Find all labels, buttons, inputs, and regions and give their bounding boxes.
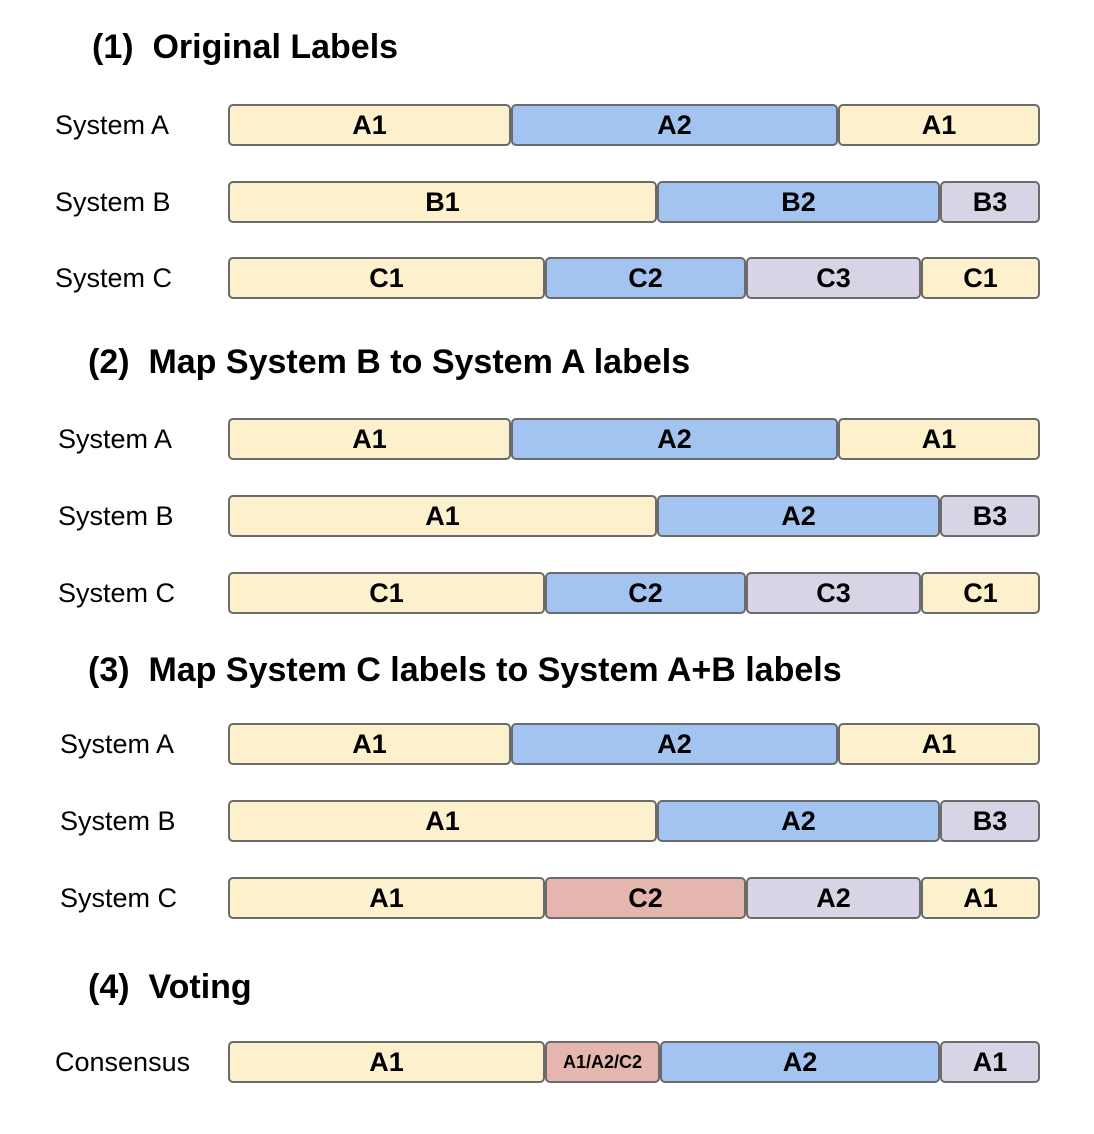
label-segment: B3: [940, 800, 1040, 842]
label-segment: C1: [921, 572, 1040, 614]
label-segment: B2: [657, 181, 940, 223]
label-segment: C2: [545, 257, 746, 299]
label-segment: A2: [660, 1041, 940, 1083]
label-segment: A1: [228, 418, 511, 460]
row-label: System C: [55, 263, 173, 293]
label-segment: B3: [940, 495, 1040, 537]
label-segment: B3: [940, 181, 1040, 223]
label-segment: A2: [511, 104, 838, 146]
section-title-4: (4) Voting: [88, 968, 252, 1006]
label-segment: A1: [228, 1041, 545, 1083]
label-segment: A2: [511, 723, 838, 765]
label-segment: B1: [228, 181, 657, 223]
label-segment: C2: [545, 877, 746, 919]
label-segment: A1: [228, 495, 657, 537]
label-segment: A1/A2/C2: [545, 1041, 660, 1083]
label-segment: A2: [657, 495, 940, 537]
label-segment: A1: [228, 723, 511, 765]
label-segment: C3: [746, 572, 921, 614]
label-segment: A1: [838, 723, 1040, 765]
row-label: System C: [60, 883, 178, 913]
label-segment: A1: [838, 418, 1040, 460]
label-segment: A1: [228, 800, 657, 842]
row-label: System B: [60, 806, 176, 836]
label-segment: C1: [228, 257, 545, 299]
row-label: System A: [58, 424, 173, 454]
label-segment: C2: [545, 572, 746, 614]
section-title-1: (1) Original Labels: [92, 28, 399, 66]
row-label: System B: [58, 501, 174, 531]
label-segment: C1: [228, 572, 545, 614]
label-segment: A2: [657, 800, 940, 842]
row-label: System A: [55, 110, 170, 140]
label-segment: A1: [838, 104, 1040, 146]
row-label: System B: [55, 187, 171, 217]
row-label: System C: [58, 578, 176, 608]
row-label: System A: [60, 729, 175, 759]
label-segment: A2: [746, 877, 921, 919]
label-segment: A1: [921, 877, 1040, 919]
label-segment: C3: [746, 257, 921, 299]
section-title-2: (2) Map System B to System A labels: [88, 343, 691, 381]
label-segment: A1: [940, 1041, 1040, 1083]
row-label: Consensus: [55, 1047, 191, 1077]
label-segment: C1: [921, 257, 1040, 299]
label-segment: A1: [228, 104, 511, 146]
label-segment: A2: [511, 418, 838, 460]
label-segment: A1: [228, 877, 545, 919]
section-title-3: (3) Map System C labels to System A+B la…: [88, 651, 842, 689]
